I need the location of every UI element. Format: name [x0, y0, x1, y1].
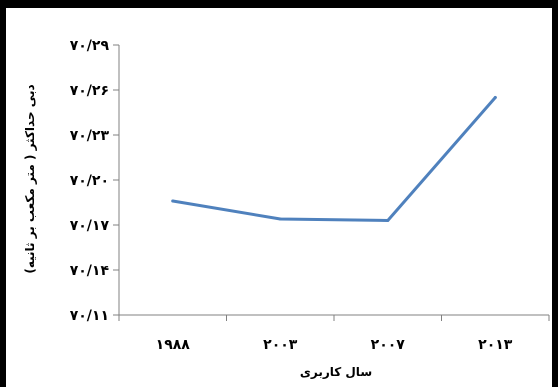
y-axis-title: دبی حداکثر ( متر مکعب بر ثانیه) — [23, 84, 37, 273]
y-tick-label: ۷۰/۱۱ — [70, 308, 109, 324]
x-axis: ۱۹۸۸ ۲۰۰۳ ۲۰۰۷ ۲۰۱۳ — [118, 314, 550, 353]
x-tick-label: ۲۰۱۳ — [478, 337, 513, 353]
data-point — [493, 96, 497, 99]
y-tick-label: ۷۰/۲۶ — [70, 83, 109, 99]
y-tick-label: ۷۰/۲۳ — [70, 128, 110, 144]
data-point — [386, 219, 390, 222]
y-tick-label: ۷۰/۱۴ — [70, 263, 110, 279]
data-point — [171, 199, 175, 203]
y-axis: ۷۰/۱۱ ۷۰/۱۴ ۷۰/۱۷ ۷۰/۲۰ ۷۰/۲۳ ۷۰/۲۶ ۷۰/۲۹ — [70, 38, 120, 324]
data-point — [278, 217, 282, 221]
x-tick-label: ۲۰۰۷ — [371, 337, 406, 353]
x-tick-label: ۲۰۰۳ — [263, 337, 298, 353]
y-tick-label: ۷۰/۱۷ — [70, 218, 110, 234]
y-tick-label: ۷۰/۲۹ — [70, 38, 110, 54]
x-axis-title: سال کاربری — [300, 365, 372, 379]
chart-frame: ۷۰/۱۱ ۷۰/۱۴ ۷۰/۱۷ ۷۰/۲۰ ۷۰/۲۳ ۷۰/۲۶ ۷۰/۲۹ ۱۹۸۸… — [6, 8, 552, 387]
series-group — [171, 96, 497, 222]
x-tick-label: ۱۹۸۸ — [156, 337, 191, 353]
line-chart: ۷۰/۱۱ ۷۰/۱۴ ۷۰/۱۷ ۷۰/۲۰ ۷۰/۲۳ ۷۰/۲۶ ۷۰/۲۹ ۱۹۸۸… — [23, 38, 550, 379]
y-tick-label: ۷۰/۲۰ — [70, 173, 109, 189]
series-line — [171, 96, 497, 222]
